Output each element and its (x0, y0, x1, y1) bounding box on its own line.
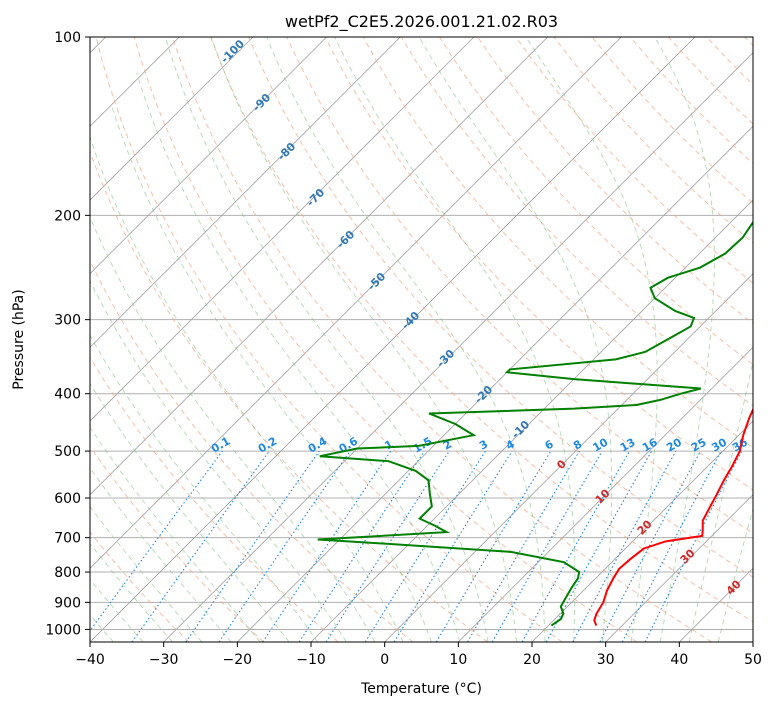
dry-adiabat-line (95, 37, 563, 642)
dry-adiabat-line (210, 37, 753, 623)
dry-adiabat-line (439, 37, 753, 366)
mixing-ratio-line (131, 450, 270, 642)
moist-adiabat-line (525, 37, 658, 642)
dewpoint-line (317, 220, 753, 627)
dry-adiabat-line (90, 259, 414, 642)
y-tick-label: 500 (54, 444, 81, 460)
isotherm-line (90, 37, 696, 642)
temperature-line (593, 407, 753, 626)
x-tick-label: 20 (523, 652, 541, 668)
dry-adiabat-line (171, 37, 712, 642)
isotherm-line (605, 494, 753, 642)
x-tick-label: −20 (223, 652, 253, 668)
y-tick-label: 900 (54, 595, 81, 611)
y-tick-label: 800 (54, 565, 81, 581)
x-tick-label: 10 (449, 652, 467, 668)
isotherm-line (163, 52, 753, 642)
chart-title: wetPf2_C2E5.2026.001.21.02.R03 (285, 12, 558, 32)
mixing-ratio-line (325, 450, 450, 642)
moist-adiabat-line (90, 578, 144, 642)
y-axis-label: Pressure (hPa) (11, 289, 27, 389)
mixing-ratio-line (393, 450, 513, 642)
x-tick-label: 30 (597, 652, 615, 668)
mixing-ratio-line (545, 450, 653, 642)
x-tick-label: 40 (670, 652, 688, 668)
mixing-ratio-line (185, 450, 320, 642)
x-tick-label: 0 (380, 652, 389, 668)
moist-adiabat-line (90, 505, 203, 642)
mixing-ratio-line (90, 450, 223, 632)
dry-adiabat-line (90, 150, 488, 642)
isotherm-line (90, 37, 475, 422)
y-tick-label: 600 (54, 491, 81, 507)
x-axis-label: Temperature (°C) (360, 681, 482, 697)
moist-adiabat-line (90, 542, 173, 642)
isotherm-line (90, 37, 254, 201)
isotherm-line (384, 273, 753, 642)
x-tick-label: 50 (744, 652, 762, 668)
y-tick-label: 400 (54, 387, 81, 403)
isotherm-line (458, 346, 753, 642)
isotherm-line (90, 37, 327, 275)
y-tick-label: 1000 (45, 622, 81, 638)
dry-adiabat-line (90, 445, 264, 642)
moist-adiabat-line (90, 279, 347, 642)
moist-adiabat-line (266, 37, 546, 642)
y-tick-label: 200 (54, 208, 81, 224)
moist-adiabat-line (90, 215, 376, 642)
y-tick-label: 700 (54, 531, 81, 547)
moist-adiabat-line (90, 334, 319, 642)
y-tick-label: 100 (54, 30, 81, 46)
mixing-ratio-line (298, 450, 425, 642)
mixing-ratio-line (572, 450, 677, 642)
moist-adiabat-line (90, 467, 232, 642)
isotherm-line (531, 420, 753, 642)
dry-adiabat-line (286, 37, 753, 534)
moist-adiabat-line (90, 382, 290, 642)
moist-adiabat-line (210, 37, 517, 642)
mixing-ratio-line (262, 450, 392, 642)
mixing-ratio-line (218, 450, 351, 642)
x-tick-label: −30 (149, 652, 179, 668)
moist-adiabat-line (418, 37, 613, 642)
dry-adiabat-line (90, 356, 339, 642)
moist-adiabat-line (90, 135, 404, 642)
moist-adiabat-line (164, 37, 489, 642)
moist-adiabat-line (90, 426, 261, 642)
isotherm-line (90, 37, 622, 569)
moist-adiabat-line (654, 37, 715, 642)
moist-adiabat-line (334, 37, 576, 642)
y-tick-label: 300 (54, 313, 81, 329)
dry-adiabat-line (515, 37, 753, 284)
mixing-ratio-line (644, 450, 743, 642)
isotherm-line (90, 37, 401, 348)
dry-adiabat-line (248, 37, 753, 578)
moist-adiabat-line (110, 104, 432, 642)
x-tick-label: −40 (75, 652, 105, 668)
dry-adiabat-line (90, 531, 190, 642)
plot-frame (89, 36, 754, 643)
dry-adiabat-line (400, 37, 753, 407)
isotherm-line (90, 37, 548, 496)
x-tick-label: −10 (296, 652, 326, 668)
